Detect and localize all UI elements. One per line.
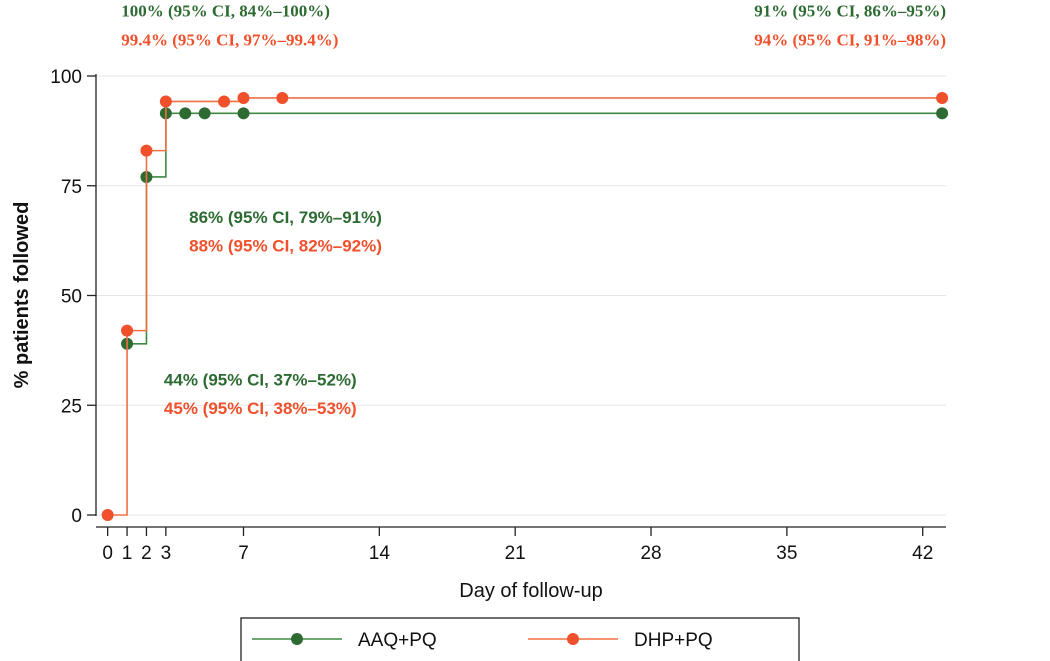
series-dhp-pq: [101, 91, 949, 521]
x-tick-label-42: 42: [912, 543, 933, 564]
annotations: 100% (95% CI, 84%–100%) 99.4% (95% CI, 97…: [121, 2, 946, 418]
point-0-6: [936, 107, 949, 120]
point-1-2: [140, 144, 153, 157]
point-1-0: [101, 509, 114, 521]
x-tick-label-21: 21: [505, 543, 526, 564]
series-layer: [101, 91, 949, 521]
x-tick-label-0: 0: [102, 543, 113, 564]
annotation-5: 88% (95% CI, 82%–92%): [189, 237, 382, 256]
legend-label-dhp: DHP+PQ: [634, 630, 713, 651]
annotation-4: 86% (95% CI, 79%–91%): [189, 208, 382, 227]
point-0-3: [179, 107, 192, 120]
point-1-6: [276, 91, 289, 104]
annotation-0: 100% (95% CI, 84%–100%): [121, 2, 330, 21]
y-tick-label-25: 25: [61, 396, 82, 417]
point-1-5: [237, 91, 250, 104]
legend-marker-aaq: [291, 633, 303, 645]
x-tick-label-1: 1: [122, 543, 133, 564]
legend: AAQ+PQ DHP+PQ: [240, 617, 800, 661]
annotation-2: 91% (95% CI, 86%–95%): [754, 2, 946, 21]
annotation-3: 94% (95% CI, 91%–98%): [754, 30, 946, 49]
y-tick-label-100: 100: [50, 67, 82, 88]
point-0-4: [198, 107, 211, 120]
annotation-7: 45% (95% CI, 38%–53%): [164, 399, 357, 418]
x-tick-label-2: 2: [141, 543, 152, 564]
point-1-7: [936, 91, 949, 104]
series-line-1: [107, 97, 943, 516]
gridlines: [96, 75, 946, 516]
point-1-4: [218, 95, 231, 108]
annotation-6: 44% (95% CI, 37%–52%): [164, 370, 357, 389]
y-tick-label-50: 50: [61, 287, 82, 308]
x-tick-label-3: 3: [161, 543, 172, 564]
y-axis-title: % patients followed: [11, 202, 33, 389]
series-line-0: [127, 112, 943, 345]
point-1-3: [159, 95, 172, 108]
y-tick-label-75: 75: [61, 177, 82, 198]
point-1-1: [121, 324, 134, 337]
point-0-5: [237, 107, 250, 120]
y-tick-label-0: 0: [71, 506, 82, 527]
x-tick-label-14: 14: [369, 543, 391, 564]
legend-marker-dhp: [567, 633, 579, 645]
x-tick-label-28: 28: [640, 543, 661, 564]
x-tick-label-7: 7: [238, 543, 249, 564]
x-tick-label-35: 35: [776, 543, 797, 564]
legend-label-aaq: AAQ+PQ: [358, 630, 437, 651]
x-axis-title: Day of follow-up: [459, 580, 602, 602]
series-aaq-pq: [121, 107, 949, 350]
annotation-1: 99.4% (95% CI, 97%–99.4%): [121, 30, 338, 49]
